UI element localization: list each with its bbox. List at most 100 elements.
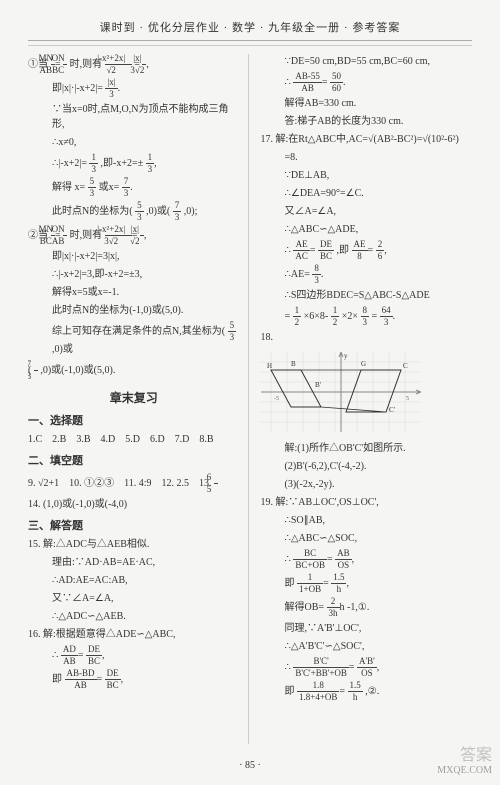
fraction: 65 bbox=[214, 473, 218, 494]
label: ,即-x+2=± bbox=[100, 157, 143, 168]
fill-heading: 二、填空题 bbox=[28, 453, 240, 470]
label: 9. √2+1 10. ①②③ 11. 4:9 12. 2.5 13. bbox=[28, 477, 212, 488]
svg-text:5: 5 bbox=[406, 396, 409, 402]
text-line: 此时点N的坐标为( 53 ,0)或( 73 ,0); bbox=[28, 201, 240, 222]
text-line: = 12 ×6×8- 12 ×2× 83 = 643. bbox=[261, 306, 473, 327]
fraction: 23h bbox=[327, 597, 340, 618]
text-line: 17. 解:在Rt△ABC中,AC=√(AB²-BC²)=√(10²-6²) bbox=[261, 132, 473, 147]
fraction: ABOS bbox=[335, 549, 352, 570]
fraction: 83 bbox=[361, 306, 370, 327]
text-line: ∴S四边形BDEC=S△ABC-S△ADE bbox=[261, 288, 473, 303]
text-line: 即|x|·|-x+2|= |x|3. bbox=[28, 78, 240, 99]
label: 即|x|·|-x+2|= bbox=[52, 82, 103, 93]
fraction: AE8 bbox=[352, 240, 368, 261]
label: ∴ bbox=[285, 244, 291, 255]
text-line: 即 AB-BDAB= DEBC, bbox=[28, 669, 240, 690]
fraction: 73 bbox=[34, 360, 38, 381]
fraction: ADAB bbox=[61, 645, 78, 666]
text-line: 9. √2+1 10. ①②③ 11. 4:9 12. 2.5 13. 65 bbox=[28, 473, 240, 494]
fraction: 53 bbox=[88, 177, 97, 198]
left-column: ①当 MNAB= ONBC 时,则有 |-x²+2x|√2 = |x|3√2, … bbox=[28, 54, 249, 744]
label: ,②. bbox=[365, 685, 379, 696]
text-line: 14. (1,0)或(-1,0)或(-4,0) bbox=[28, 497, 240, 512]
fraction: 13 bbox=[146, 153, 155, 174]
text-line: ∵DE⊥AB, bbox=[261, 168, 473, 183]
fraction: 53 bbox=[228, 321, 237, 342]
chapter-review-heading: 章末复习 bbox=[28, 389, 240, 407]
mc-heading: 一、选择题 bbox=[28, 413, 240, 430]
label: ,0)或(-1,0)或(5,0). bbox=[40, 364, 115, 375]
text-line: (3)(-2x,-2y). bbox=[261, 477, 473, 492]
text-line: 理由:∵AD·AB=AE·AC, bbox=[28, 555, 240, 570]
fraction: |x|3 bbox=[105, 78, 117, 99]
text-line: ∴∠DEA=90°=∠C. bbox=[261, 186, 473, 201]
text-line: 即 1.81.8+4+OB= 1.5h ,②. bbox=[261, 681, 473, 702]
label: ∴ bbox=[52, 650, 58, 661]
label: = bbox=[285, 310, 291, 321]
watermark-top: 答案 bbox=[437, 746, 492, 765]
fraction: AB-BDAB bbox=[65, 669, 97, 690]
text-line: 19. 解:∵AB⊥OC',OS⊥OC', bbox=[261, 495, 473, 510]
fraction: DEBC bbox=[105, 669, 121, 690]
text-line: ∴ AB-55AB= 5060. bbox=[261, 72, 473, 93]
text-line: 即 11+OB= 1.5h, bbox=[261, 573, 473, 594]
label: 或x= bbox=[99, 181, 120, 192]
text-line: 同理,∵A'B'⊥OC', bbox=[261, 621, 473, 636]
text-line: (2)B'(-6,2),C'(-4,-2). bbox=[261, 459, 473, 474]
svg-text:C': C' bbox=[389, 406, 395, 414]
fraction: 13 bbox=[89, 153, 98, 174]
label: 此时点N的坐标为( bbox=[52, 205, 133, 216]
fraction: |x|3√2 bbox=[142, 54, 146, 75]
fraction: |-x²+2x|√2 bbox=[105, 54, 132, 75]
text-line: 此时点N的坐标为(-1,0)或(5,0). bbox=[28, 303, 240, 318]
text-line: 解得OB= 23hh -1,①. bbox=[261, 597, 473, 618]
label: ∴|-x+2|= bbox=[52, 157, 87, 168]
text-line: ∴AE= 83. bbox=[261, 264, 473, 285]
header-divider bbox=[28, 45, 472, 46]
svg-text:-5: -5 bbox=[274, 396, 279, 402]
svg-text:B: B bbox=[291, 360, 296, 368]
text-line: ∴ B'C'B'C'+BB'+OB= A'B'OS, bbox=[261, 657, 473, 678]
fraction: 12 bbox=[293, 306, 302, 327]
label: ,即 bbox=[337, 244, 350, 255]
svg-text:y: y bbox=[344, 352, 348, 360]
text-line: ∴△A'B'C'∽△SOC', bbox=[261, 639, 473, 654]
text-line: 综上可知存在满足条件的点N,其坐标为( 53 ,0)或 bbox=[28, 321, 240, 357]
fraction: 83 bbox=[312, 264, 321, 285]
label: 综上可知存在满足条件的点N,其坐标为( bbox=[52, 325, 225, 336]
label: ∴AE= bbox=[285, 268, 310, 279]
label: ∴ bbox=[285, 76, 291, 87]
label: ,0)或( bbox=[146, 205, 170, 216]
text-line: ∵当x=0时,点M,O,N为顶点不能构成三角形, bbox=[28, 102, 240, 132]
fraction: 1.5h bbox=[331, 573, 346, 594]
fraction: 73 bbox=[122, 177, 131, 198]
label: ,0); bbox=[184, 205, 198, 216]
text-line: 18. bbox=[261, 330, 473, 345]
svg-text:C: C bbox=[403, 362, 408, 370]
label: -1,①. bbox=[347, 601, 369, 612]
text-line: ∴△ADC∽△AEB. bbox=[28, 609, 240, 624]
text-line: ∴|-x+2|=3,即-x+2=±3, bbox=[28, 267, 240, 282]
label: ∴ bbox=[285, 553, 291, 564]
label: 解得OB= bbox=[285, 601, 325, 612]
text-line: 16. 解:根据题意得△ADE∽△ABC, bbox=[28, 627, 240, 642]
label: ,0)或 bbox=[52, 344, 73, 355]
text-line: ∴|-x+2|= 13 ,即-x+2=± 13, bbox=[28, 153, 240, 174]
fraction: AB-55AB bbox=[293, 72, 322, 93]
fraction: |x|√2 bbox=[140, 225, 144, 246]
text-line: ∴ AEAC= DEBC ,即 AE8= 26, bbox=[261, 240, 473, 261]
label: ∴ bbox=[285, 661, 291, 672]
text-line: ∴△ABC∽△SOC, bbox=[261, 531, 473, 546]
fraction: 1.81.8+4+OB bbox=[297, 681, 339, 702]
fraction: 11+OB bbox=[297, 573, 323, 594]
text-line: ∴AD:AE=AC:AB, bbox=[28, 573, 240, 588]
fraction: 73 bbox=[173, 201, 182, 222]
text-line: ∵DE=50 cm,BD=55 cm,BC=60 cm, bbox=[261, 54, 473, 69]
mc-answers: 1.C 2.B 3.B 4.D 5.D 6.D 7.D 8.B bbox=[28, 432, 240, 447]
text-line: 又∵∠A=∠A, bbox=[28, 591, 240, 606]
right-column: ∵DE=50 cm,BD=55 cm,BC=60 cm, ∴ AB-55AB= … bbox=[261, 54, 473, 744]
text-line: ①当 MNAB= ONBC 时,则有 |-x²+2x|√2 = |x|3√2, bbox=[28, 54, 240, 75]
fraction: 53 bbox=[135, 201, 144, 222]
text-line: 解:(1)所作△OB'C'如图所示. bbox=[261, 441, 473, 456]
svg-text:H: H bbox=[267, 362, 272, 370]
